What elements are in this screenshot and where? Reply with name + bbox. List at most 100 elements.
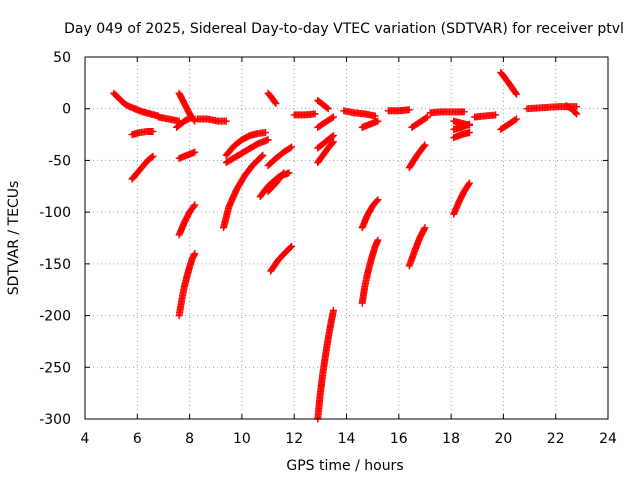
data-point [573, 103, 581, 111]
data-point [329, 113, 337, 121]
data-point [279, 170, 287, 178]
y-tick-label: 50 [53, 50, 71, 66]
plot-frame [84, 56, 609, 420]
series-arc-21 [314, 96, 332, 113]
series-arc-31 [408, 113, 432, 131]
data-point [329, 139, 337, 147]
data-point [465, 179, 473, 187]
series-arc-30 [384, 106, 413, 115]
data-point [329, 138, 337, 146]
data-point [572, 109, 580, 117]
series-arc-27 [358, 117, 382, 131]
data-point [374, 236, 382, 244]
x-tick-label: 10 [233, 431, 251, 447]
series-arc-11 [193, 115, 230, 125]
y-axis-label: SDTVAR / TECUs [6, 181, 22, 296]
data-point [424, 113, 432, 121]
series-arc-14 [220, 151, 267, 232]
y-tick-label: -150 [39, 257, 71, 273]
chart-title: Day 049 of 2025, Sidereal Day-to-day VTE… [64, 21, 624, 37]
data-point [465, 120, 473, 128]
series-arc-09 [175, 201, 199, 239]
series-arc-24 [314, 138, 337, 166]
data-point [264, 136, 272, 144]
data-series [110, 69, 581, 423]
data-point [492, 111, 500, 119]
data-point [149, 152, 157, 160]
data-point [511, 116, 519, 124]
x-tick-label: 22 [547, 431, 565, 447]
data-point [311, 110, 319, 118]
series-arc-03 [128, 127, 157, 139]
y-tick-label: -100 [39, 205, 71, 221]
x-tick-label: 14 [338, 431, 356, 447]
data-point [287, 243, 295, 251]
data-point [149, 127, 157, 135]
data-point [329, 132, 337, 140]
series-arc-28 [358, 196, 382, 232]
series-arc-41 [497, 69, 520, 98]
series-arc-07 [173, 113, 196, 131]
data-point [573, 110, 581, 118]
series-arc-32 [405, 141, 429, 172]
series-arc-18 [267, 242, 296, 275]
data-point [465, 180, 473, 188]
series-arc-04 [128, 152, 157, 183]
data-point [421, 224, 429, 232]
series-arc-12 [222, 129, 269, 159]
series-arc-22 [314, 113, 337, 131]
data-point [512, 90, 520, 98]
series-arc-26 [340, 107, 379, 120]
data-point [373, 197, 381, 205]
series-arc-17 [264, 143, 296, 170]
data-point [405, 106, 413, 114]
y-tick-label: 0 [62, 102, 71, 118]
data-point [280, 169, 288, 177]
data-point [460, 108, 468, 116]
series-arc-33 [405, 224, 429, 270]
data-point [259, 151, 267, 159]
x-tick-label: 12 [285, 431, 303, 447]
data-point [261, 129, 269, 137]
series-arc-43 [562, 102, 581, 118]
data-point [286, 144, 294, 152]
data-point [323, 104, 331, 112]
series-arc-05 [154, 113, 183, 125]
data-point [374, 117, 382, 125]
data-point [328, 132, 336, 140]
data-point [374, 196, 382, 204]
x-tick-label: 8 [185, 431, 194, 447]
data-point [420, 142, 428, 150]
data-point [272, 100, 280, 108]
y-tick-label: -200 [39, 309, 71, 325]
y-tick-label: -50 [48, 153, 71, 169]
x-axis-label: GPS time / hours [286, 458, 403, 474]
data-point [421, 141, 429, 149]
series-arc-19 [264, 89, 280, 108]
data-point [288, 143, 296, 151]
x-tick-label: 16 [390, 431, 408, 447]
data-point [222, 117, 230, 125]
series-arc-38 [450, 179, 473, 218]
data-point [258, 152, 266, 160]
x-tick-label: 20 [494, 431, 512, 447]
series-arc-29 [358, 236, 382, 307]
x-tick-label: 18 [442, 431, 460, 447]
series-arc-13 [222, 136, 272, 166]
data-point [329, 306, 337, 314]
data-point [328, 114, 336, 122]
series-arc-08 [175, 148, 199, 162]
series-arc-25 [314, 306, 337, 423]
axes: 4 6 8 10 12 14 16 18 20 22 24 50 0 -50 -100 -150 -200 -25… [39, 50, 617, 447]
data-point [512, 89, 520, 97]
data-point [188, 113, 196, 121]
data-point [422, 114, 430, 122]
series-arc-20 [290, 110, 319, 119]
data-point [191, 201, 199, 209]
series-arc-36 [450, 120, 473, 133]
data-point [512, 115, 520, 123]
y-tick-label: -250 [39, 360, 71, 376]
x-tick-label: 4 [81, 431, 90, 447]
data-point [191, 250, 199, 258]
